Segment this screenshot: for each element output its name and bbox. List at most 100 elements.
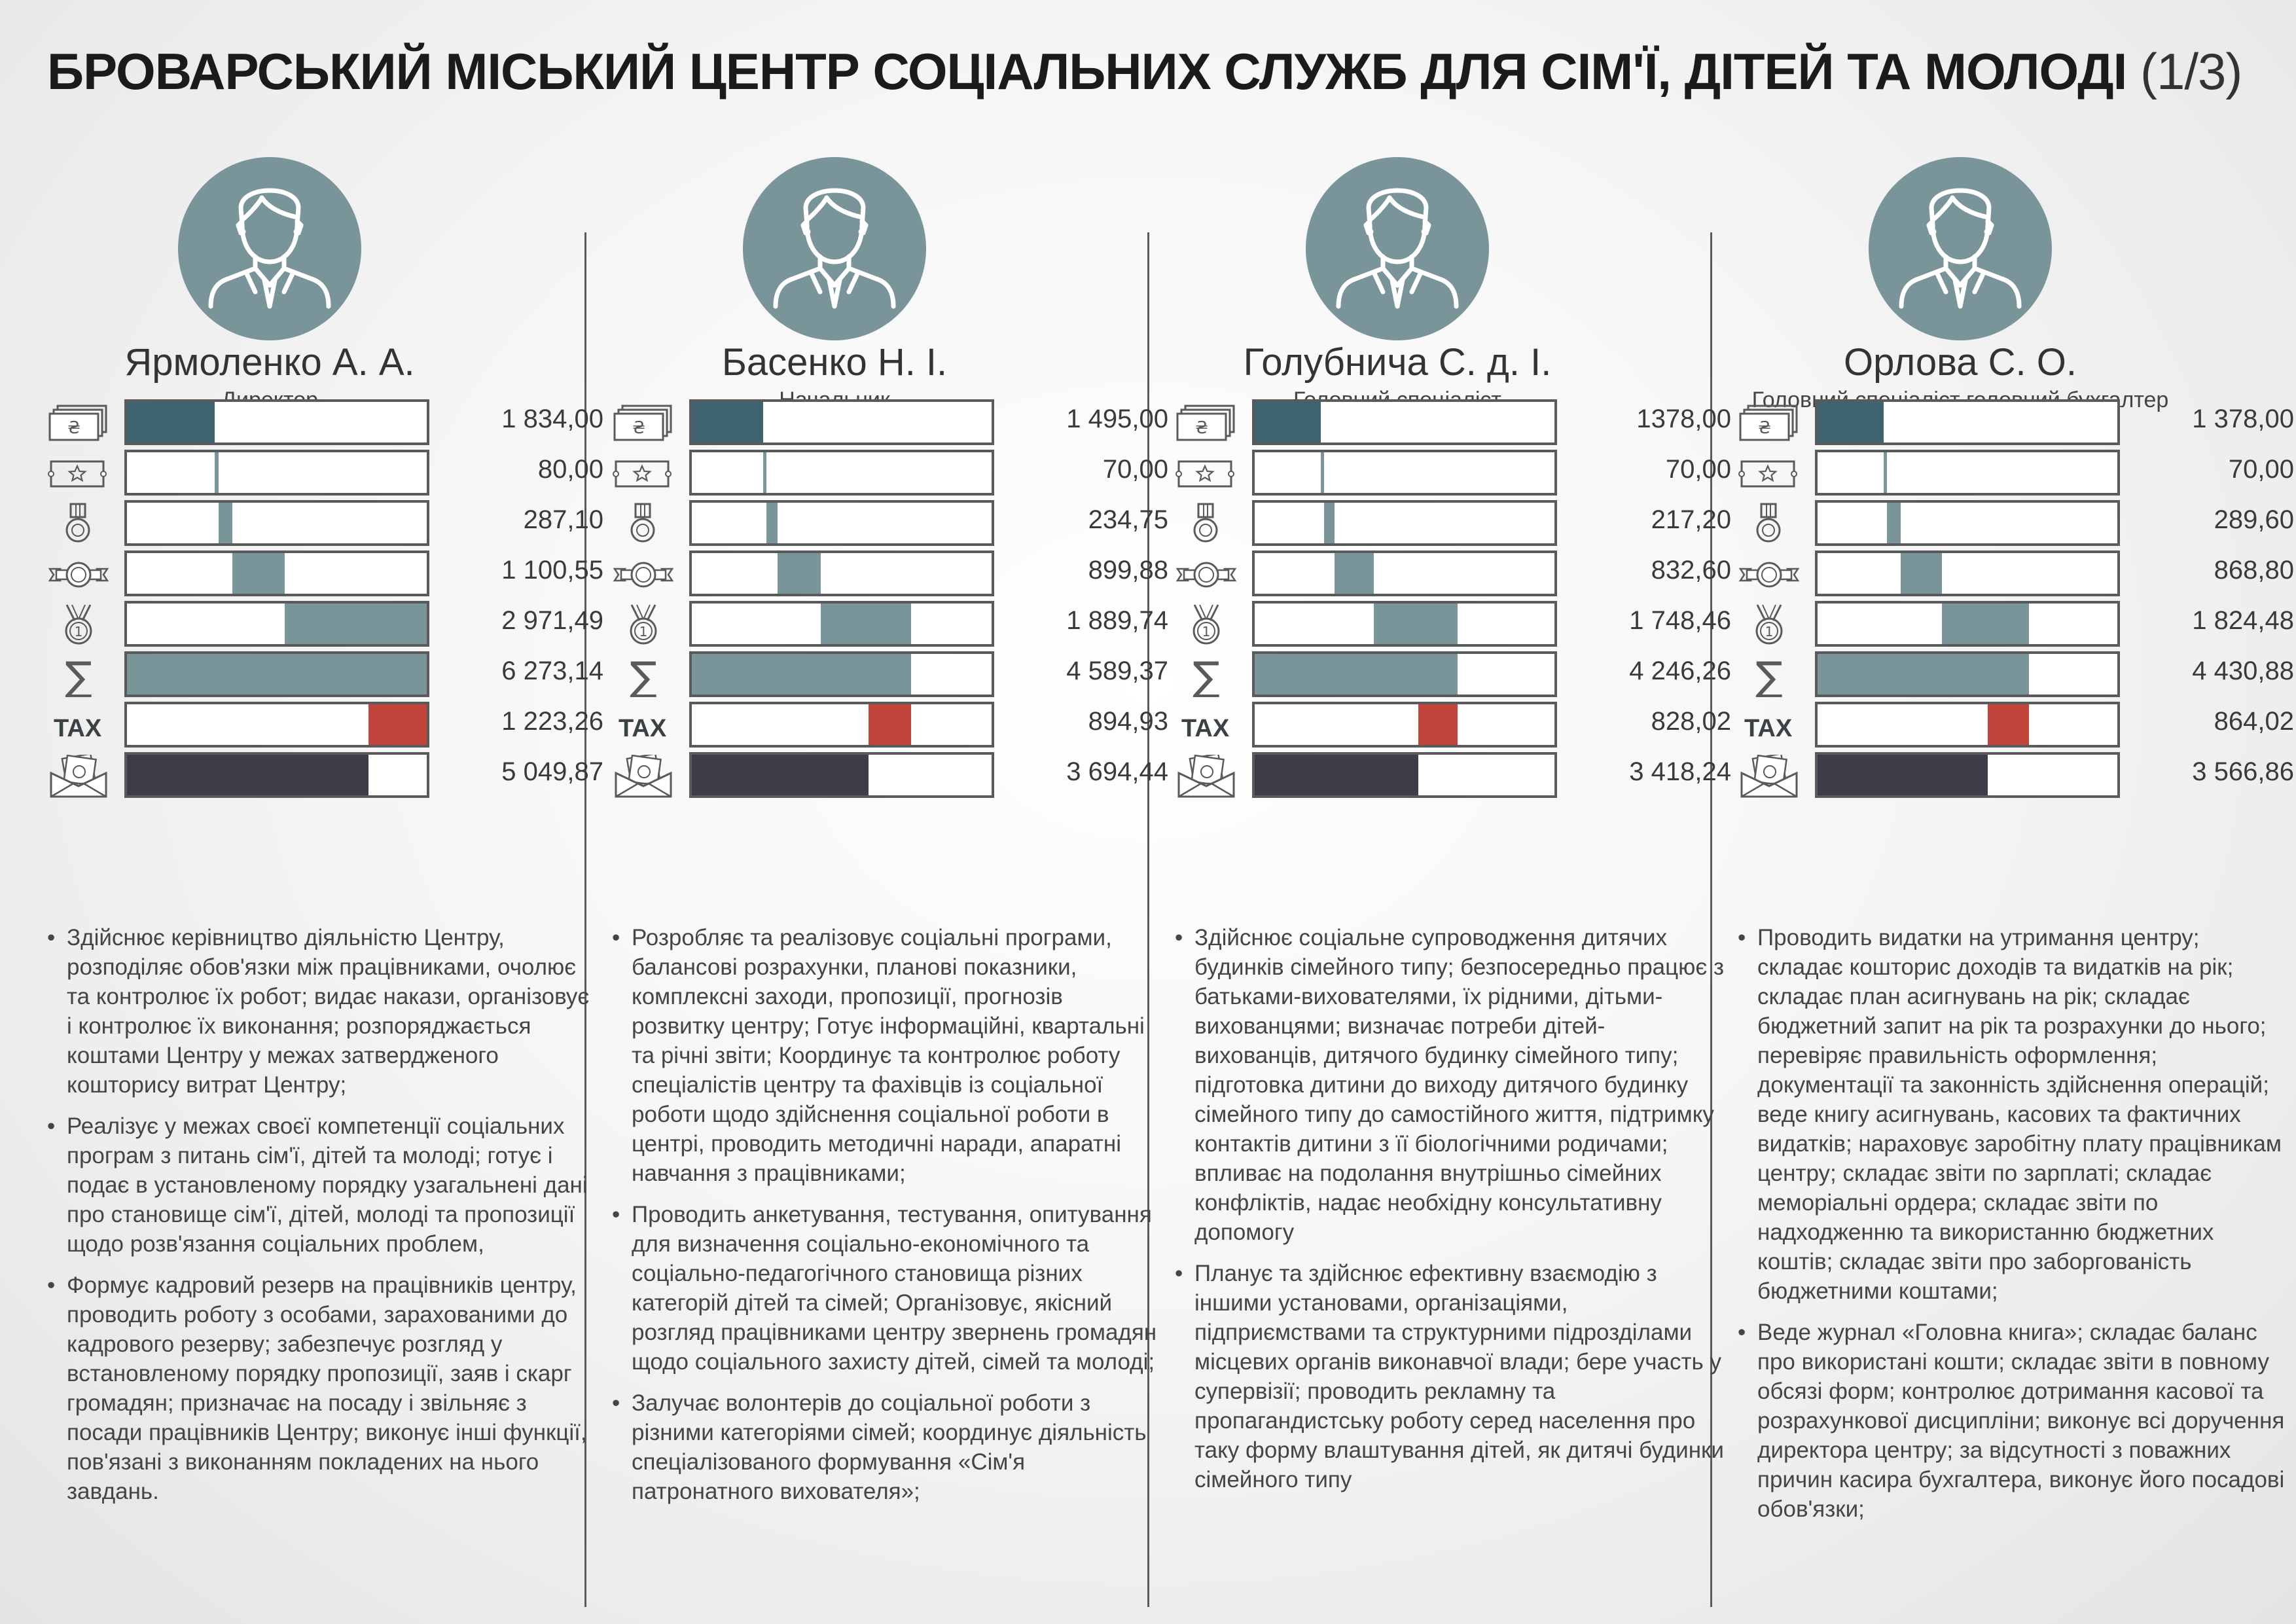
salary-row: 832,60	[1175, 550, 1731, 599]
amount-bar	[124, 500, 429, 546]
employee-name: Орлова С. О.	[1843, 341, 2077, 384]
salary-row: 80,00	[47, 450, 603, 498]
amount-bar-fill	[821, 604, 912, 644]
amount-bar-fill	[127, 402, 215, 442]
amount-bar	[124, 752, 429, 798]
duties-list: Проводить видатки на утримання центру; с…	[1738, 923, 2287, 1536]
svg-text:₴: ₴	[67, 418, 81, 438]
user-avatar-icon	[1306, 157, 1489, 340]
employee-name: Басенко Н. І.	[721, 341, 948, 384]
amount-value: 80,00	[537, 455, 603, 484]
amount-value: 289,60	[2214, 505, 2294, 534]
salary-row: 1 1 889,74	[612, 601, 1168, 649]
svg-text:∑: ∑	[1755, 654, 1783, 697]
salary-row: ₴ 1 495,00	[612, 399, 1168, 448]
amount-bar	[689, 450, 994, 496]
tax-icon: TAX	[612, 704, 675, 748]
amount-value: 864,02	[2214, 707, 2294, 736]
duty-item: Проводить видатки на утримання центру; с…	[1738, 923, 2287, 1306]
sum-icon: ∑	[612, 653, 675, 700]
duties-list: Здійснює соціальне супроводження дитячих…	[1175, 923, 1725, 1506]
amount-value: 1 378,00	[2192, 405, 2294, 433]
amount-bar	[1815, 752, 2120, 798]
amount-value: 1 748,46	[1629, 606, 1731, 635]
duty-item: Веде журнал «Головна книга»; складає бал…	[1738, 1318, 2287, 1524]
salary-row: 1 2 971,49	[47, 601, 603, 649]
employee-column: Голубнича С. д. І.Головний спеціаліст₴13…	[1175, 144, 1731, 1610]
amount-bar-fill	[127, 654, 427, 695]
amount-value: 70,00	[2228, 455, 2294, 484]
amount-bar	[124, 399, 429, 445]
amount-bar	[1252, 550, 1557, 596]
amount-bar	[1252, 752, 1557, 798]
amount-bar-fill	[692, 402, 764, 442]
amount-bar-fill	[127, 755, 368, 795]
amount-bar-fill	[778, 553, 821, 594]
badge-icon	[47, 553, 110, 596]
column-divider	[1710, 232, 1712, 1607]
ticket-star-icon	[47, 452, 110, 496]
medal-icon	[47, 503, 110, 546]
amount-value: 832,60	[1651, 556, 1731, 585]
money-icon: ₴	[612, 402, 675, 445]
amount-value: 1378,00	[1636, 405, 1731, 433]
amount-value: 1 889,74	[1066, 606, 1168, 635]
amount-value: 4 246,26	[1629, 657, 1731, 685]
salary-row: ₴ 1 834,00	[47, 399, 603, 448]
amount-value: 3 418,24	[1629, 757, 1731, 786]
tax-icon: TAX	[1738, 704, 1801, 748]
amount-value: 1 495,00	[1066, 405, 1168, 433]
amount-bar	[1252, 500, 1557, 546]
salary-row: ∑ 4 246,26	[1175, 651, 1731, 700]
salary-row: ∑ 4 589,37	[612, 651, 1168, 700]
amount-bar-fill	[218, 503, 232, 543]
amount-bar-fill	[232, 553, 285, 594]
amount-bar-fill	[763, 452, 767, 493]
duty-item: Залучає волонтерів до соціальної роботи …	[612, 1388, 1162, 1506]
svg-text:1: 1	[1202, 624, 1211, 640]
amount-value: 1 223,26	[501, 707, 603, 736]
amount-bar	[1815, 702, 2120, 748]
tax-label: TAX	[54, 715, 102, 742]
award-medal-icon: 1	[612, 604, 675, 647]
column-divider	[584, 232, 586, 1607]
duty-item: Проводить анкетування, тестування, опиту…	[612, 1200, 1162, 1377]
money-icon: ₴	[1738, 402, 1801, 445]
svg-text:₴: ₴	[1195, 418, 1208, 438]
amount-bar-fill	[1818, 402, 1884, 442]
salary-row: TAX 864,02	[1738, 702, 2294, 750]
amount-value: 1 100,55	[501, 556, 603, 585]
amount-value: 4 430,88	[2192, 657, 2294, 685]
salary-row: TAX 894,93	[612, 702, 1168, 750]
envelope-money-icon	[612, 753, 675, 798]
amount-bar	[689, 651, 994, 697]
amount-bar-fill	[1323, 503, 1335, 543]
employee-column: Басенко Н. І.Начальник₴1 495,0070,00234,…	[612, 144, 1168, 1610]
amount-bar	[124, 702, 429, 748]
svg-text:1: 1	[75, 624, 83, 640]
duties-list: Здійснює керівництво діяльністю Центру, …	[47, 923, 597, 1518]
sum-icon: ∑	[47, 653, 110, 700]
sum-icon: ∑	[1738, 653, 1801, 700]
amount-bar	[1815, 651, 2120, 697]
title-main: БРОВАРСЬКИЙ МІСЬКИЙ ЦЕНТР СОЦІАЛЬНИХ СЛУ…	[47, 43, 2127, 100]
award-medal-icon: 1	[47, 604, 110, 647]
amount-value: 868,80	[2214, 556, 2294, 585]
amount-bar	[1815, 550, 2120, 596]
badge-icon	[1175, 553, 1238, 596]
title-part: (1/3)	[2140, 43, 2242, 100]
salary-row: 287,10	[47, 500, 603, 549]
salary-row: 899,88	[612, 550, 1168, 599]
ticket-star-icon	[1738, 452, 1801, 496]
ticket-star-icon	[612, 452, 675, 496]
amount-bar-fill	[214, 452, 219, 493]
amount-value: 5 049,87	[501, 757, 603, 786]
amount-bar-fill	[368, 704, 427, 745]
salary-row: 1 1 824,48	[1738, 601, 2294, 649]
amount-bar-fill	[1255, 654, 1458, 695]
amount-bar-fill	[1255, 755, 1418, 795]
amount-bar	[124, 651, 429, 697]
svg-text:1: 1	[639, 624, 648, 640]
column-divider	[1147, 232, 1149, 1607]
amount-value: 2 971,49	[501, 606, 603, 635]
